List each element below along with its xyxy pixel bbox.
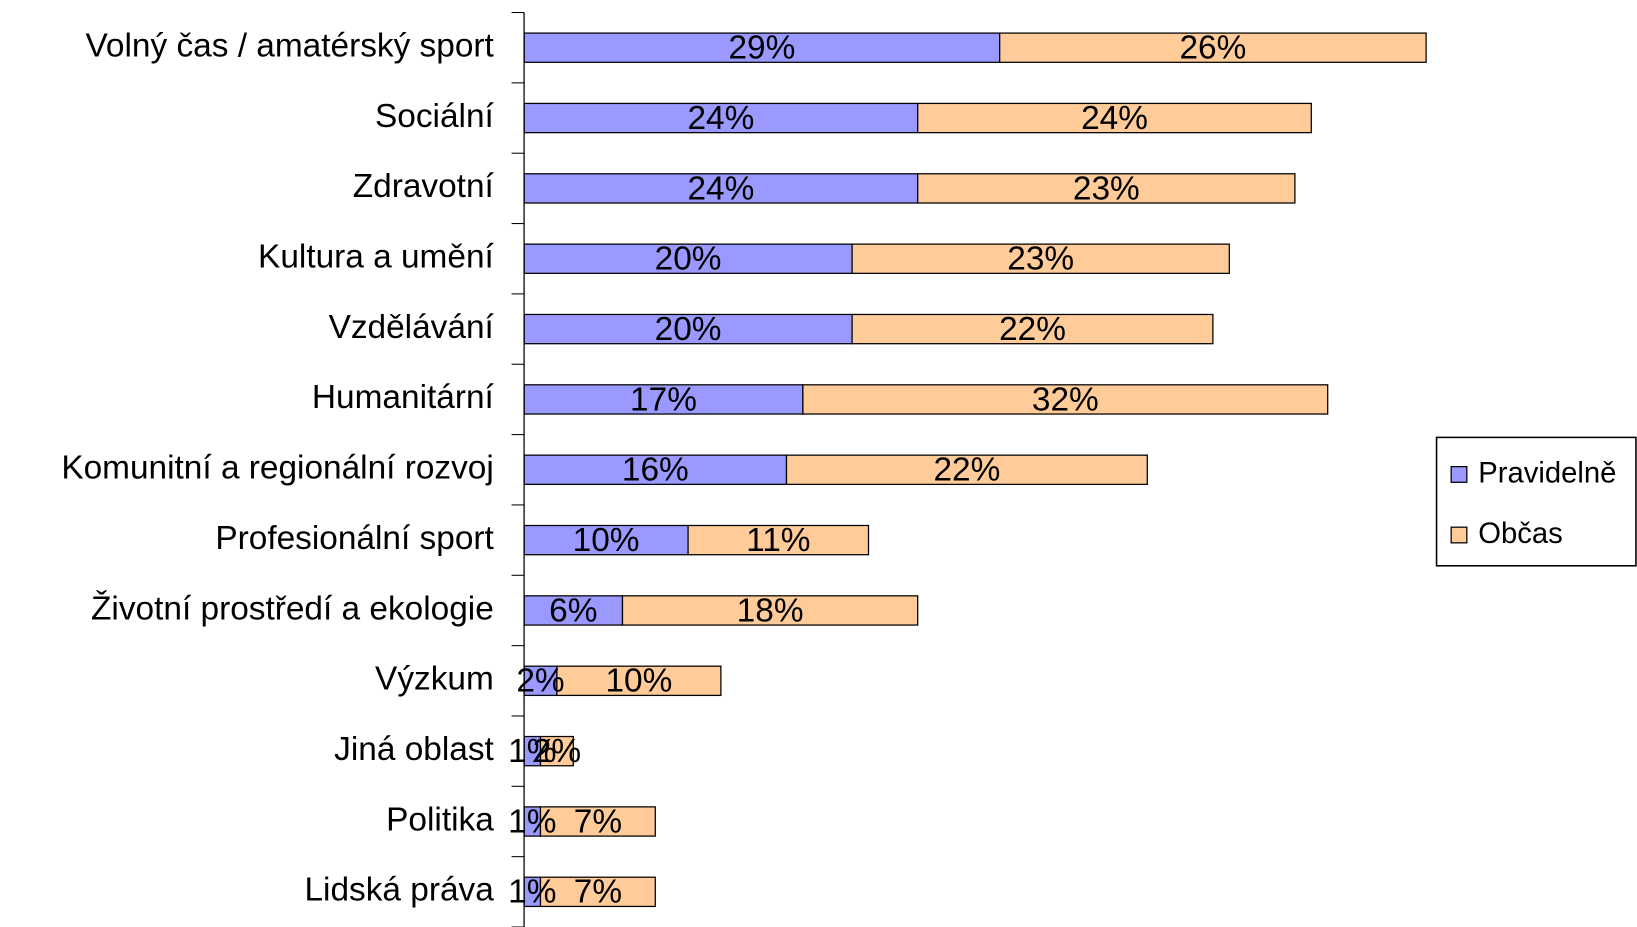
category-label: Vzdělávání [329, 309, 495, 346]
bar-segment [917, 102, 1312, 134]
bar-segment [523, 454, 788, 486]
bar-segment [785, 454, 1148, 486]
bar-segment [539, 806, 656, 837]
category-label: Lidská práva [304, 872, 494, 909]
data-label: 18% [737, 592, 804, 629]
legend-label: Občas [1478, 518, 1562, 550]
data-label: 22% [933, 452, 1000, 489]
data-label: 24% [687, 170, 754, 207]
bar-segment [523, 313, 853, 345]
data-label: 7% [574, 874, 622, 911]
category-label: Komunitní a regionální rozvoj [61, 450, 493, 487]
bar-segment [802, 384, 1329, 415]
data-label: 10% [573, 522, 640, 559]
data-label: 20% [655, 311, 722, 348]
legend-swatch [1450, 466, 1468, 483]
bar-segment [621, 595, 919, 626]
bar-segment [523, 665, 558, 697]
data-label: 7% [574, 803, 622, 840]
data-label: 1% [508, 803, 556, 840]
bar-segment [999, 32, 1427, 63]
legend-swatch [1450, 526, 1468, 544]
data-label: 17% [630, 381, 697, 418]
data-label: 11% [746, 522, 810, 559]
data-label: 1% [508, 874, 556, 911]
bar-segment [687, 524, 870, 556]
data-label: 10% [605, 663, 672, 700]
data-label: 20% [655, 241, 722, 278]
category-label: Volný čas / amatérský sport [86, 28, 495, 65]
category-label: Životní prostředí a ekologie [91, 590, 494, 627]
data-label: 23% [1073, 170, 1140, 207]
category-label: Výzkum [375, 661, 494, 698]
bar-segment [556, 665, 722, 697]
data-label: 29% [728, 30, 795, 67]
category-label: Jiná oblast [334, 731, 494, 768]
bar-segment [917, 173, 1296, 204]
data-label: 23% [1007, 241, 1074, 278]
data-label: 1% [508, 733, 556, 770]
category-label: Profesionální sport [215, 520, 494, 557]
bar-segment [539, 735, 574, 767]
category-label: Humanitární [312, 379, 495, 416]
bar-segment [523, 32, 1001, 63]
category-label: Politika [386, 801, 494, 838]
data-label: 26% [1179, 30, 1246, 67]
data-label: 24% [687, 100, 754, 137]
bar-segment [539, 876, 656, 908]
legend-label: Pravidelně [1478, 458, 1616, 490]
data-label: 16% [622, 452, 689, 489]
data-label: 2% [533, 733, 581, 770]
category-label: Kultura a umění [258, 239, 494, 276]
data-label: 32% [1032, 381, 1099, 418]
data-label: 22% [999, 311, 1066, 348]
category-label: Zdravotní [353, 168, 495, 205]
bar-segment [851, 243, 1230, 274]
bar-segment [851, 313, 1214, 345]
data-label: 24% [1081, 100, 1148, 137]
data-label: 6% [549, 592, 597, 629]
legend-box [1435, 436, 1637, 567]
category-label: Sociální [375, 98, 495, 135]
bar-segment [523, 384, 804, 415]
